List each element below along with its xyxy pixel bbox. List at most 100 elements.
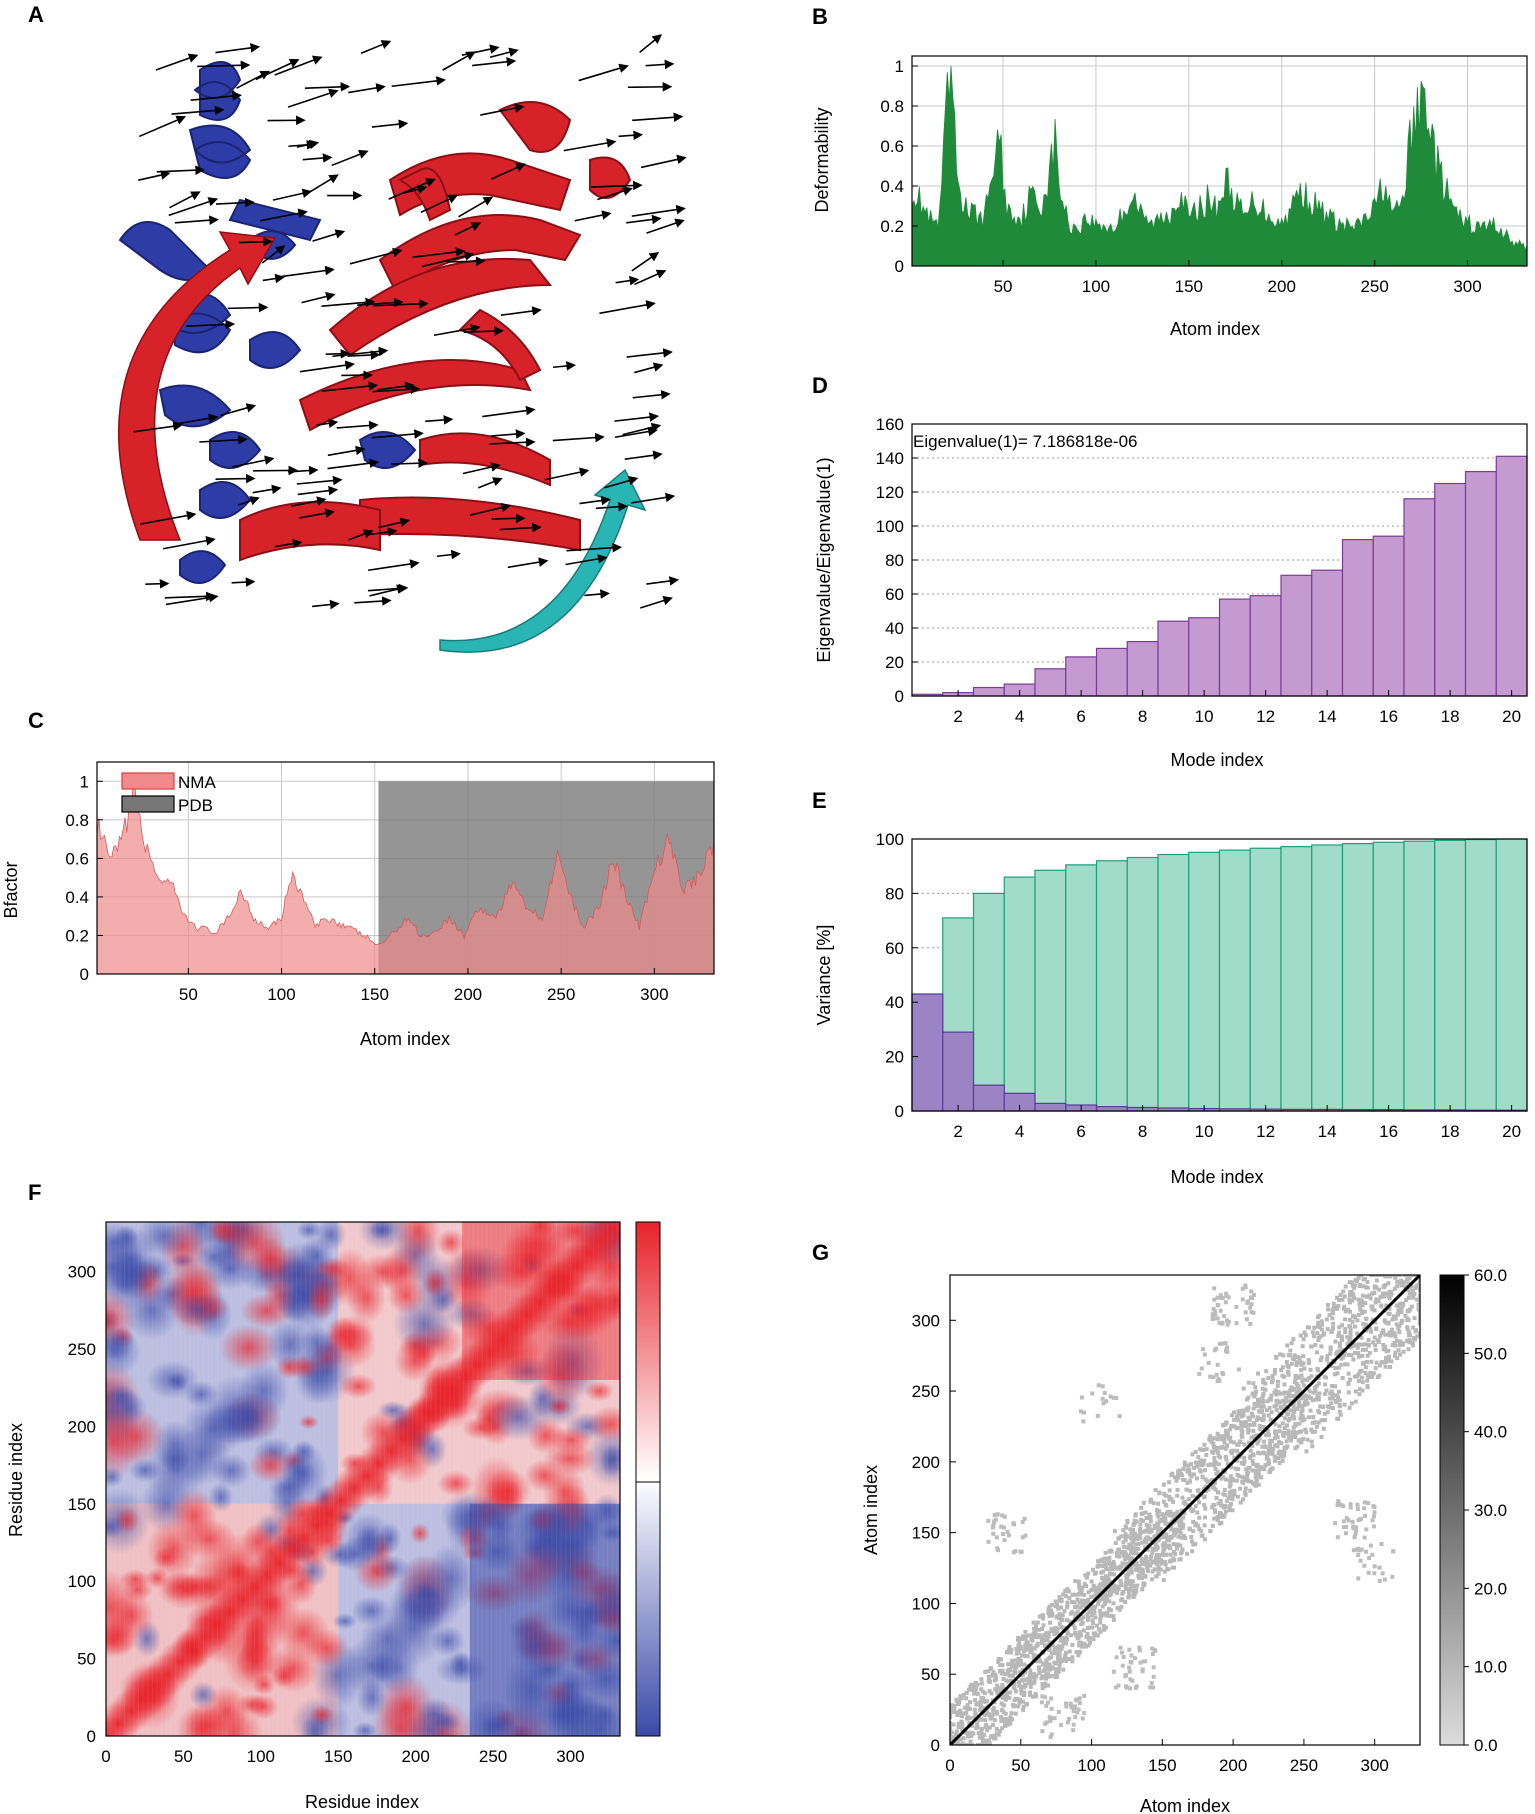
contact-point xyxy=(1224,1349,1229,1354)
contact-point xyxy=(1075,1636,1080,1641)
contact-point xyxy=(1086,1643,1091,1648)
positive-correlation-blob xyxy=(339,1373,377,1399)
contact-point xyxy=(1381,1342,1386,1347)
plot-frame xyxy=(911,838,1528,1112)
contact-point xyxy=(1274,1403,1279,1408)
contact-point xyxy=(1223,1446,1228,1451)
contact-point xyxy=(1249,1411,1254,1416)
positive-correlation-blob xyxy=(380,1244,424,1298)
contact-point xyxy=(1243,1424,1248,1429)
contact-point xyxy=(1315,1331,1320,1336)
contact-point xyxy=(991,1531,996,1536)
contact-point xyxy=(1034,1653,1039,1658)
contact-point xyxy=(960,1725,965,1730)
contact-point xyxy=(1017,1662,1022,1667)
contact-point xyxy=(964,1716,969,1721)
contact-point xyxy=(1276,1456,1281,1461)
contact-point xyxy=(1387,1306,1392,1311)
contact-point xyxy=(1316,1320,1321,1325)
contact-point xyxy=(1301,1377,1306,1382)
contact-point xyxy=(1096,1559,1101,1564)
contact-point xyxy=(1058,1638,1063,1643)
contact-point xyxy=(1256,1371,1261,1376)
contact-point xyxy=(1027,1677,1032,1682)
contact-point xyxy=(1404,1275,1409,1277)
displacement-arrow xyxy=(391,458,428,469)
contact-point xyxy=(1249,1289,1254,1294)
positive-correlation-blob xyxy=(306,1278,337,1321)
eigenvalue-bar xyxy=(1372,535,1405,697)
contact-point xyxy=(972,1691,977,1696)
contact-point xyxy=(1257,1398,1262,1403)
contact-point xyxy=(1418,1286,1420,1291)
contact-point xyxy=(1223,1422,1228,1427)
contact-point xyxy=(1298,1438,1303,1443)
contact-point xyxy=(1240,1408,1245,1413)
contact-point xyxy=(1348,1505,1353,1510)
negative-correlation-blob xyxy=(106,1327,135,1360)
contact-point xyxy=(1174,1478,1179,1483)
contact-point xyxy=(978,1732,983,1737)
contact-point xyxy=(994,1535,999,1540)
y-tick-label: 20 xyxy=(885,1048,904,1067)
contact-point xyxy=(1336,1334,1341,1339)
displacement-arrow xyxy=(302,153,333,163)
contact-point xyxy=(1199,1459,1204,1464)
contact-point xyxy=(1243,1490,1248,1495)
contact-point xyxy=(1088,1641,1093,1646)
contact-point xyxy=(1355,1502,1360,1507)
contact-point xyxy=(1111,1583,1116,1588)
contact-point xyxy=(1236,1367,1241,1372)
contact-point xyxy=(1246,1380,1251,1385)
cumulative-variance-bar xyxy=(972,892,1005,1112)
contact-point xyxy=(1327,1405,1332,1410)
positive-correlation-blob xyxy=(275,1607,331,1659)
contact-point xyxy=(1267,1433,1272,1438)
contact-point xyxy=(1255,1441,1260,1446)
contact-point xyxy=(1368,1296,1373,1301)
contact-point xyxy=(1082,1711,1087,1716)
displacement-arrow xyxy=(544,467,590,481)
contact-point xyxy=(1230,1508,1235,1513)
contact-point xyxy=(1372,1510,1377,1515)
contact-point xyxy=(1247,1465,1252,1470)
contact-point xyxy=(1111,1395,1116,1400)
displacement-arrow xyxy=(280,265,335,278)
y-tick-label: 0 xyxy=(895,257,904,276)
contact-point xyxy=(1160,1543,1165,1548)
contact-point xyxy=(1294,1382,1299,1387)
contact-point xyxy=(1125,1534,1130,1539)
contact-point xyxy=(1372,1308,1377,1313)
contact-point xyxy=(973,1680,978,1685)
negative-correlation-blob xyxy=(144,1440,208,1501)
contact-point xyxy=(1115,1566,1120,1571)
chart-c-legend-nma: NMA xyxy=(178,773,216,792)
contact-point xyxy=(956,1721,961,1726)
displacement-arrow xyxy=(260,208,308,222)
contact-point xyxy=(1223,1504,1228,1509)
contact-point xyxy=(1242,1442,1247,1447)
contact-point xyxy=(1048,1620,1053,1625)
displacement-arrow xyxy=(631,252,660,272)
positive-correlation-blob xyxy=(422,1267,448,1298)
colorbar-tick-label: 40.0 xyxy=(1474,1423,1507,1442)
contact-point xyxy=(1008,1721,1013,1726)
contact-point xyxy=(1406,1333,1411,1338)
contact-point xyxy=(990,1723,995,1728)
contact-point xyxy=(1383,1344,1388,1349)
contact-point xyxy=(1310,1444,1315,1449)
contact-point xyxy=(1385,1291,1390,1296)
eigenvalue-bar xyxy=(1464,471,1497,697)
positive-correlation-blob xyxy=(218,1324,279,1372)
contact-point xyxy=(1291,1337,1296,1342)
contact-point xyxy=(1369,1329,1374,1334)
contact-point xyxy=(1133,1551,1138,1556)
contact-point xyxy=(1388,1364,1393,1369)
contact-point xyxy=(1159,1557,1164,1562)
displacement-arrow xyxy=(595,501,628,512)
contact-point xyxy=(1291,1401,1296,1406)
contact-point xyxy=(1212,1309,1217,1314)
contact-point xyxy=(1232,1424,1237,1429)
contact-point xyxy=(1057,1621,1062,1626)
contact-point xyxy=(1248,1322,1253,1327)
